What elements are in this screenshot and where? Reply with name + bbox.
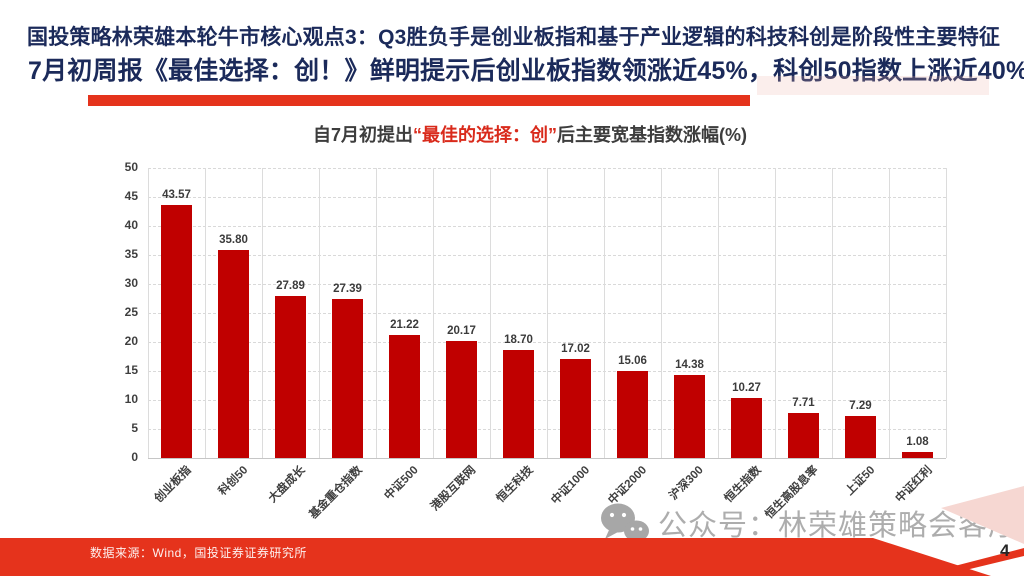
bar: [389, 335, 420, 458]
v-gridline: [775, 168, 776, 458]
title-underline-bar: [88, 95, 750, 106]
chart-title-suffix: 后主要宽基指数涨幅(%): [557, 125, 747, 145]
y-tick-label: 0: [131, 450, 138, 464]
bar: [902, 452, 933, 458]
bar: [446, 341, 477, 458]
wechat-icon: [601, 503, 649, 547]
slide-title-line1: 国投策略林荣雄本轮牛市核心观点3：Q3胜负手是创业板指和基于产业逻辑的科技科创是…: [27, 26, 1001, 49]
x-tick-label: 大盘成长: [266, 464, 308, 506]
y-tick-label: 40: [124, 218, 138, 232]
bar: [845, 416, 876, 458]
bar: [617, 371, 648, 458]
watermark: 公众号：林荣雄策略会客厅: [598, 500, 1018, 550]
bar: [275, 296, 306, 458]
y-tick-label: 45: [124, 189, 138, 203]
bar: [218, 250, 249, 458]
bar-value-label: 10.27: [732, 382, 761, 394]
v-gridline: [946, 168, 947, 458]
bar-value-label: 43.57: [162, 189, 191, 201]
bar-value-label: 15.06: [618, 355, 647, 367]
bar-value-label: 21.22: [390, 319, 419, 331]
y-tick-label: 35: [124, 247, 138, 261]
bar-value-label: 18.70: [504, 334, 533, 346]
bar-value-label: 27.89: [276, 280, 305, 292]
slide-title-line2: 7月初周报《最佳选择：创！》鲜明提示后创业板指数领涨近45%，科创50指数上涨近…: [28, 57, 1024, 85]
v-gridline: [547, 168, 548, 458]
v-gridline: [262, 168, 263, 458]
y-tick-label: 30: [124, 276, 138, 290]
v-gridline: [205, 168, 206, 458]
x-tick-label: 上证50: [843, 464, 878, 498]
y-tick-label: 5: [131, 421, 138, 435]
x-tick-label: 创业板指: [152, 464, 194, 506]
bar: [731, 398, 762, 458]
plot-area: 43.57 35.80 27.89 27.39 21.22 20.17 18.70 17.02…: [148, 168, 947, 459]
bar: [503, 350, 534, 458]
bar-value-label: 7.29: [849, 400, 872, 412]
chart-title: 自7月初提出“最佳的选择：创”后主要宽基指数涨幅(%): [140, 121, 920, 147]
page-number: 4: [1000, 541, 1010, 560]
y-tick-label: 15: [124, 363, 138, 377]
v-gridline: [319, 168, 320, 458]
x-tick-label: 恒生科技: [494, 464, 536, 506]
x-tick-label: 科创50: [216, 464, 251, 498]
v-gridline: [661, 168, 662, 458]
v-gridline: [433, 168, 434, 458]
bar: [674, 375, 705, 458]
chart-title-prefix: 自7月初提出: [312, 125, 413, 145]
y-tick-label: 20: [124, 334, 138, 348]
watermark-text: 公众号：林荣雄策略会客厅: [658, 510, 1019, 542]
bar-value-label: 17.02: [561, 343, 590, 355]
decorative-pink-strip: [757, 76, 989, 95]
v-gridline: [832, 168, 833, 458]
y-tick-label: 25: [124, 305, 138, 319]
v-gridline: [490, 168, 491, 458]
bar-value-label: 20.17: [447, 325, 476, 337]
bar: [332, 299, 363, 458]
data-source-note: 数据来源：Wind，国投证券证券研究所: [90, 546, 307, 560]
v-gridline: [889, 168, 890, 458]
bar-value-label: 27.39: [333, 283, 362, 295]
bar-value-label: 35.80: [219, 234, 248, 246]
y-tick-label: 10: [124, 392, 138, 406]
v-gridline: [148, 168, 149, 458]
bar: [161, 205, 192, 458]
bar: [560, 359, 591, 458]
v-gridline: [604, 168, 605, 458]
bar-value-label: 14.38: [675, 359, 704, 371]
x-tick-label: 基金重仓指数: [306, 464, 365, 522]
chart-title-highlight: “最佳的选择：创”: [413, 125, 557, 145]
y-axis: 0 5 10 15 20 25 30 35 40 45 50: [90, 160, 138, 464]
bar-value-label: 7.71: [792, 397, 815, 409]
x-tick-label: 港股互联网: [428, 464, 479, 514]
bar-value-label: 1.08: [906, 436, 929, 448]
x-tick-label: 中证500: [382, 464, 422, 503]
y-tick-label: 50: [124, 160, 138, 174]
x-tick-label: 中证1000: [549, 464, 593, 507]
bar: [788, 413, 819, 458]
v-gridline: [376, 168, 377, 458]
v-gridline: [718, 168, 719, 458]
x-tick-label: 沪深300: [667, 464, 707, 503]
